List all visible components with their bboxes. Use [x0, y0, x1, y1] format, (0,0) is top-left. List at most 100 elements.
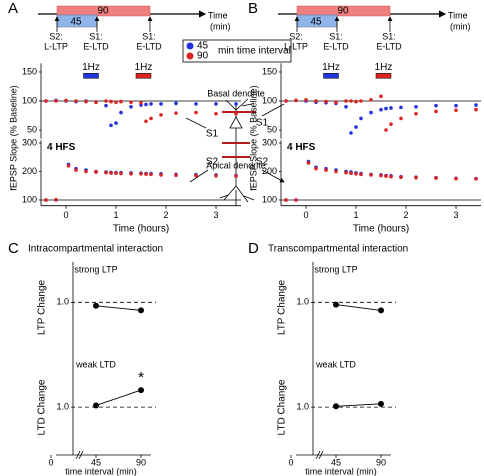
x-tick-label: 0 — [63, 210, 68, 220]
stimulus-label: 1Hz — [322, 62, 340, 73]
data-line — [95, 305, 142, 311]
data-point — [474, 107, 478, 112]
y-axis-label: LTD Change — [277, 379, 288, 435]
data-point — [104, 170, 108, 175]
x-tick-label: 1 — [353, 210, 358, 220]
data-point — [119, 171, 123, 176]
data-point — [129, 100, 133, 104]
data-point — [414, 175, 418, 180]
data-point — [234, 102, 238, 106]
data-point — [454, 176, 458, 181]
data-point — [74, 168, 78, 172]
data-point — [414, 111, 418, 116]
x-axis-label: time interval (min) — [305, 466, 377, 476]
data-point — [389, 122, 393, 126]
plot-label: weak LTD — [75, 359, 116, 369]
data-point — [214, 102, 218, 106]
diagram-label: S1 — [206, 129, 219, 140]
data-point — [349, 99, 353, 103]
event-label: E-LTD — [376, 41, 402, 51]
data-point — [434, 103, 438, 108]
stimulus-bar — [83, 73, 99, 79]
data-point — [138, 307, 144, 314]
data-point — [144, 119, 148, 124]
data-point — [369, 98, 373, 102]
data-point — [194, 110, 198, 115]
y-axis-label: LTP Change — [37, 279, 48, 335]
event-label: E-LTD — [136, 41, 162, 51]
data-point — [54, 99, 58, 103]
data-point — [306, 161, 311, 165]
x-tick-label: 45 — [91, 457, 101, 467]
x-tick-label: 3 — [453, 210, 458, 220]
data-point — [314, 99, 318, 103]
data-point — [66, 164, 71, 168]
y-tick-label: 1.0 — [296, 401, 309, 411]
x-tick-label: 0 — [48, 457, 53, 467]
data-point — [434, 109, 438, 114]
data-point — [414, 105, 418, 109]
panel-title: Transcompartmental interaction — [268, 244, 408, 255]
diagram-label: Apical dendrite — [206, 160, 266, 170]
data-point — [474, 103, 478, 107]
data-point — [93, 302, 99, 309]
data-point — [324, 99, 328, 104]
y-tick-label: 200 — [22, 166, 37, 176]
data-point — [344, 170, 348, 175]
event-site: S1: — [142, 31, 156, 41]
data-point — [119, 99, 123, 104]
data-point — [159, 173, 163, 177]
data-point — [384, 174, 388, 178]
data-point — [174, 111, 178, 115]
x-axis-label: Time (hours) — [113, 223, 169, 234]
data-point — [369, 110, 373, 115]
event-label: E-LTD — [323, 41, 349, 51]
diagram-label: S2 — [256, 157, 269, 168]
data-point — [94, 100, 98, 104]
data-point — [139, 172, 143, 176]
data-point — [284, 198, 288, 202]
data-point — [344, 99, 348, 103]
x-axis-label: Time (hours) — [353, 223, 409, 234]
data-point — [214, 173, 218, 178]
data-point — [399, 105, 403, 110]
y-tick-label: 300 — [22, 137, 37, 147]
plot-label: 4 HFS — [47, 142, 76, 153]
event-site: S1: — [329, 31, 343, 41]
data-point — [304, 98, 308, 102]
y-tick-label: 150 — [22, 66, 37, 76]
y-tick-label: 1.0 — [56, 401, 69, 411]
x-axis-label: time interval (min) — [65, 466, 137, 476]
data-point — [234, 111, 238, 116]
data-line — [335, 304, 382, 311]
data-point — [104, 103, 108, 108]
data-point — [149, 172, 153, 177]
stimulus-sites — [222, 111, 256, 158]
y-tick-label: 100 — [22, 95, 37, 105]
interval-label: 90 — [97, 6, 109, 17]
data-point — [349, 171, 353, 176]
interval-long — [296, 5, 391, 17]
data-point — [354, 99, 358, 104]
data-point — [354, 125, 358, 129]
y-axis-label: fEPSP Slope (% Baseline) — [248, 85, 258, 190]
data-point — [44, 99, 48, 103]
plot-label: weak LTD — [315, 359, 356, 369]
panel-letter: A — [8, 0, 18, 17]
data-point — [149, 102, 153, 106]
event-site: S2: — [289, 31, 303, 41]
data-point — [399, 175, 403, 180]
y-tick-label: 1.0 — [296, 297, 309, 307]
data-point — [344, 105, 348, 109]
diagram-label: S2 — [206, 157, 219, 168]
data-point — [129, 105, 133, 109]
data-point — [454, 108, 458, 113]
data-point — [384, 106, 388, 111]
y-tick-label: 100 — [262, 194, 277, 204]
y-tick-label: 150 — [262, 66, 277, 76]
y-axis-label: LTP Change — [277, 279, 288, 335]
data-point — [159, 113, 163, 117]
data-point — [349, 131, 353, 135]
stimulus-bar — [135, 73, 152, 79]
